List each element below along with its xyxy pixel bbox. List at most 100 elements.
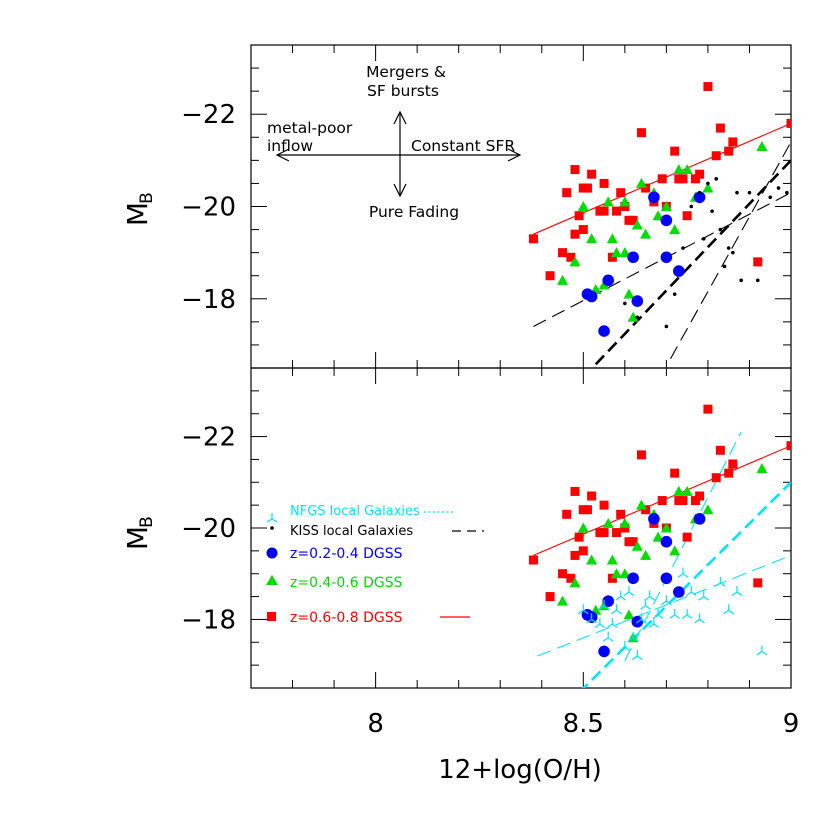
point-square [570, 550, 580, 560]
point-square [711, 151, 721, 161]
point-triangle [586, 233, 598, 244]
point-triangle [635, 177, 647, 188]
point-square [545, 271, 555, 281]
point-square [670, 468, 680, 478]
tick-labels: −18 −20 −22 −18 −20 −22 8 8.5 9 [181, 100, 799, 739]
point-triangle [557, 274, 569, 285]
point-square [582, 183, 592, 193]
evolution-arrows: Mergers & SF bursts metal-poor inflow Co… [267, 63, 522, 221]
point-triangle [702, 504, 714, 515]
point-tripod [694, 613, 705, 624]
point-square [616, 509, 626, 519]
arrow-down-head [393, 183, 407, 198]
point-triangle [756, 463, 768, 474]
point-square [628, 537, 638, 547]
point-dot [689, 204, 694, 209]
point-square [724, 146, 734, 156]
point-tripod [636, 613, 647, 624]
point-square [570, 165, 580, 175]
point-square [728, 459, 738, 469]
point-square [599, 528, 609, 538]
legend-entry-z04: z=0.4-0.6 DGSS [266, 575, 403, 591]
point-square [599, 206, 609, 216]
point-square [578, 546, 588, 556]
point-triangle [569, 577, 581, 588]
bottom-ylabel-sub: B [137, 516, 157, 528]
point-dot [718, 227, 723, 232]
point-square [786, 118, 791, 128]
point-square [545, 592, 555, 602]
point-circle [660, 251, 673, 264]
point-square [599, 178, 609, 188]
point-tripod [619, 640, 631, 651]
point-tripod [586, 613, 597, 624]
point-circle [631, 295, 644, 307]
point-dot [722, 264, 727, 269]
point-square [528, 234, 538, 244]
arrow-right-head [507, 148, 522, 162]
point-triangle [619, 568, 631, 579]
legend-tripod-marker [266, 513, 278, 523]
point-circle [598, 325, 610, 337]
point-tripod [661, 595, 672, 606]
point-dot [706, 181, 710, 186]
point-square [711, 473, 721, 483]
point-square [657, 496, 667, 506]
point-tripod [615, 590, 627, 601]
bottom-y-axis-label: M B [121, 516, 157, 550]
legend-triangle-marker [266, 575, 278, 585]
point-triangle [640, 549, 652, 560]
point-circle [627, 251, 639, 264]
point-square [636, 128, 646, 138]
point-triangle [640, 228, 652, 239]
point-triangle [569, 256, 581, 267]
annotation-mergers: Mergers & [366, 63, 446, 81]
point-circle [627, 572, 639, 585]
point-square [636, 450, 646, 460]
fit-line [590, 159, 791, 368]
point-tripod [731, 586, 743, 596]
panel-top-points [528, 82, 791, 337]
legend-dot-marker [270, 526, 274, 530]
point-tripod [644, 590, 656, 601]
top-y-axis-label: M B [121, 192, 157, 226]
point-tripod [698, 590, 710, 601]
point-triangle [681, 485, 693, 496]
legend-label-z06: z=0.6-0.8 DGSS [290, 610, 403, 626]
point-circle [673, 586, 685, 598]
point-dot [747, 190, 752, 195]
point-tripod [756, 645, 768, 656]
point-triangle [602, 196, 614, 207]
point-tripod [681, 608, 693, 619]
point-square [616, 188, 626, 198]
point-dot [710, 209, 714, 213]
point-dot [735, 190, 739, 195]
point-square [566, 573, 576, 583]
legend-label-z04: z=0.4-0.6 DGSS [290, 575, 403, 591]
point-triangle [619, 247, 631, 258]
point-tripod [611, 604, 622, 615]
legend-entry-nfgs: NFGS local Galaxies [266, 504, 454, 523]
point-tripod [723, 604, 735, 615]
point-square [678, 496, 688, 506]
x-axis-label: 12+log(O/H) [438, 755, 602, 785]
point-square [574, 211, 584, 221]
point-circle [648, 513, 660, 525]
point-square [682, 532, 692, 542]
point-triangle [652, 210, 664, 221]
legend: NFGS local Galaxies KISS local Galaxies … [266, 504, 484, 626]
fit-line [537, 554, 791, 657]
point-square [753, 257, 763, 267]
legend-entry-z06: z=0.6-0.8 DGSS [267, 610, 470, 626]
axis-ticks [251, 45, 791, 688]
point-square [558, 248, 568, 258]
y-tick-label: −20 [181, 193, 236, 223]
annotation-pure-fading: Pure Fading [369, 203, 459, 221]
y-tick-label: −22 [181, 100, 236, 130]
point-tripod [594, 618, 606, 628]
point-triangle [623, 288, 635, 299]
legend-entry-z02: z=0.2-0.4 DGSS [266, 546, 403, 562]
point-square [612, 206, 622, 216]
point-dot [681, 246, 685, 250]
point-triangle [611, 568, 623, 579]
